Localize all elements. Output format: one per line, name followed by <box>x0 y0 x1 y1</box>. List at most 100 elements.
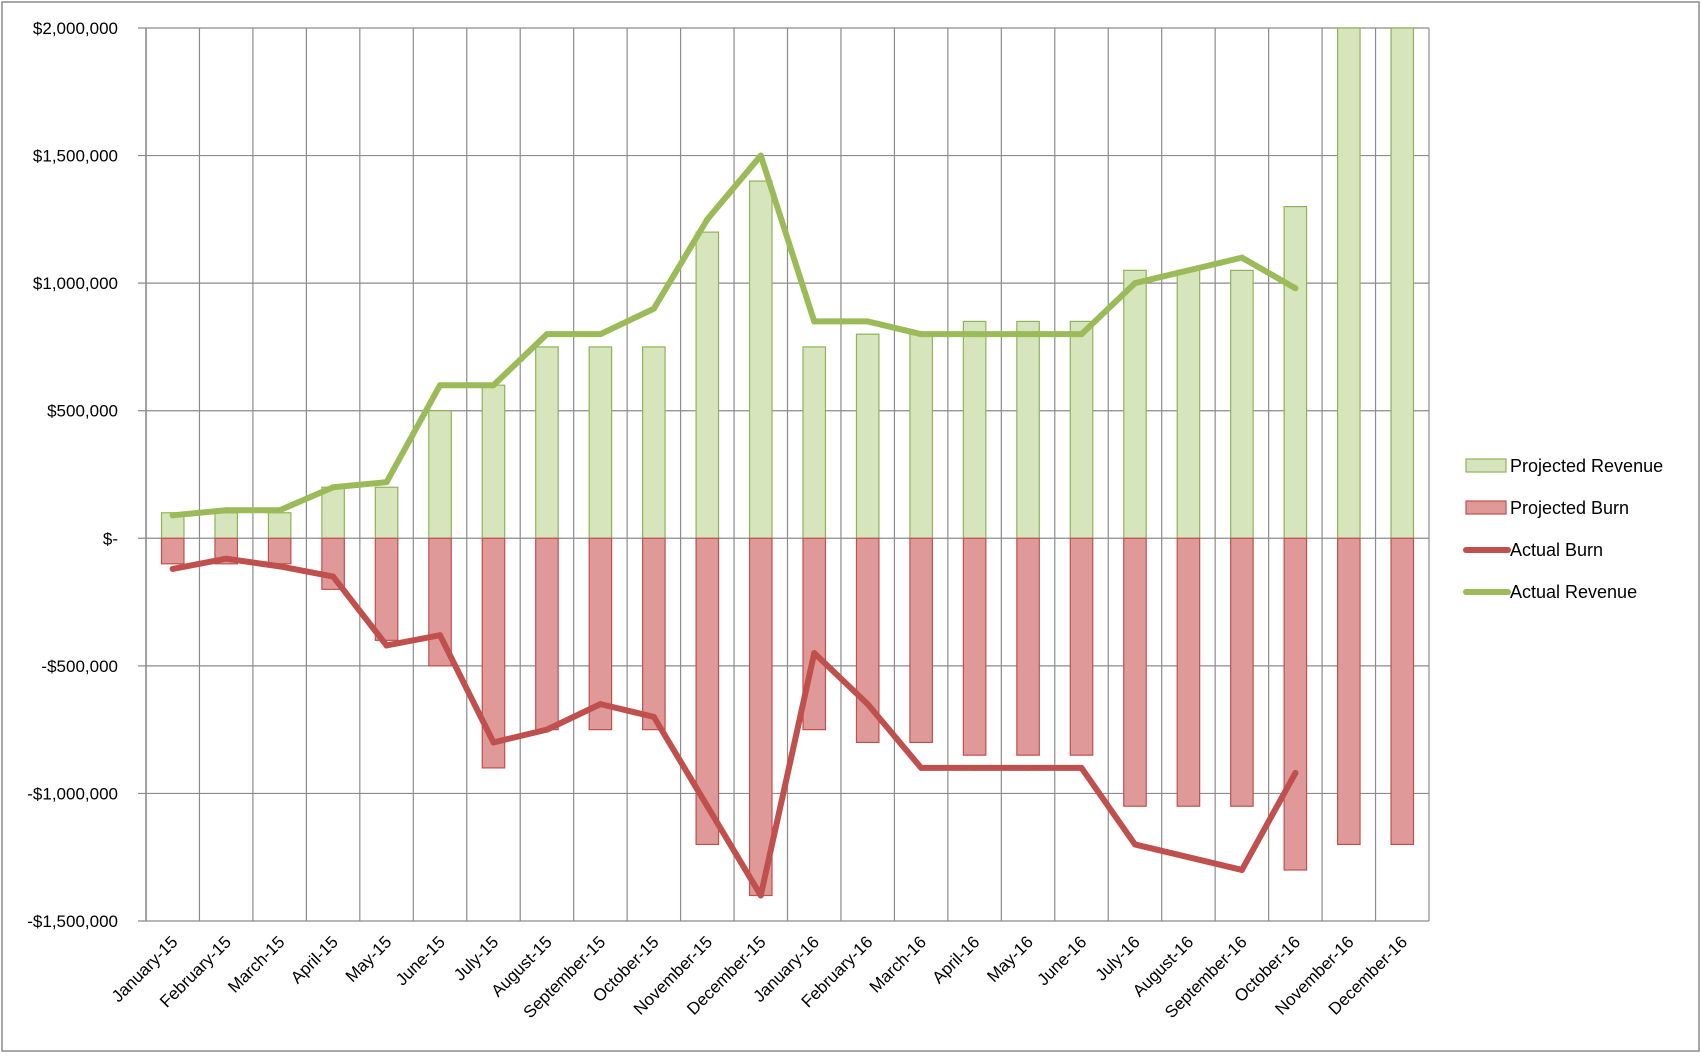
point-actual-burn-june-16 <box>1078 764 1085 771</box>
point-actual-revenue-july-16 <box>1131 280 1138 287</box>
bar-projected-burn-december-16 <box>1390 537 1415 846</box>
bar-projected-burn-august-15 <box>535 537 559 731</box>
point-actual-revenue-march-15 <box>276 507 283 514</box>
point-actual-revenue-may-15 <box>383 479 390 486</box>
line-actual-burn <box>169 555 1299 899</box>
bar-projected-revenue-april-15 <box>321 486 345 539</box>
point-actual-burn-october-16 <box>1292 770 1299 777</box>
bar-projected-burn-june-16 <box>1069 537 1094 756</box>
y-tick-label: $2,000,000 <box>33 19 118 38</box>
bar-projected-burn-july-15 <box>481 537 506 769</box>
bar-projected-revenue-october-15 <box>642 346 666 539</box>
point-actual-revenue-june-16 <box>1078 331 1085 338</box>
y-tick-label: -$1,500,000 <box>27 912 118 931</box>
bar-projected-revenue-february-15 <box>214 512 239 539</box>
legend-label-projected-revenue: Projected Revenue <box>1510 456 1663 476</box>
y-tick-label: -$500,000 <box>41 657 118 676</box>
line-actual-revenue <box>169 152 1299 519</box>
bar-projected-burn-april-15 <box>321 537 345 590</box>
bar-projected-revenue-december-16 <box>1390 27 1415 539</box>
bar-projected-revenue-november-16 <box>1336 27 1361 539</box>
point-actual-burn-may-15 <box>383 642 390 649</box>
point-actual-revenue-april-16 <box>971 331 978 338</box>
bar-projected-burn-september-15 <box>588 537 613 731</box>
bar-projected-burn-october-15 <box>642 537 666 731</box>
point-actual-revenue-january-16 <box>811 318 818 325</box>
point-actual-revenue-april-15 <box>330 484 337 491</box>
bar-projected-revenue-september-15 <box>588 346 613 539</box>
point-actual-revenue-september-15 <box>597 331 604 338</box>
bar-projected-burn-january-15 <box>160 537 185 565</box>
bar-projected-burn-august-16 <box>1176 537 1201 807</box>
bar-projected-revenue-february-16 <box>855 333 880 539</box>
bar-projected-burn-july-16 <box>1123 537 1147 807</box>
point-actual-revenue-october-15 <box>650 305 657 312</box>
bar-projected-revenue-july-15 <box>481 384 506 539</box>
bar-projected-burn-november-15 <box>695 537 720 846</box>
bar-projected-revenue-november-15 <box>695 231 720 539</box>
point-actual-revenue-august-16 <box>1185 267 1192 274</box>
bar-projected-burn-september-16 <box>1230 537 1254 807</box>
point-actual-revenue-november-15 <box>704 216 711 223</box>
point-actual-revenue-february-16 <box>864 318 871 325</box>
bar-projected-burn-march-15 <box>267 537 292 565</box>
bar-projected-burn-may-15 <box>374 537 399 641</box>
legend-label-actual-burn: Actual Burn <box>1510 540 1603 560</box>
bar-projected-burn-april-16 <box>962 537 987 756</box>
y-tick-label: -$1,000,000 <box>27 784 118 803</box>
bar-projected-revenue-may-15 <box>374 486 399 539</box>
y-tick-label: $1,000,000 <box>33 274 118 293</box>
point-actual-burn-april-16 <box>971 764 978 771</box>
legend-swatch-projected-burn <box>1465 500 1507 515</box>
lines <box>169 152 1299 899</box>
legend-label-actual-revenue: Actual Revenue <box>1510 582 1637 602</box>
legend-swatch-projected-revenue <box>1465 458 1507 473</box>
point-actual-burn-january-15 <box>169 565 176 572</box>
bar-projected-revenue-september-16 <box>1230 269 1254 539</box>
bar-projected-revenue-january-16 <box>802 346 827 539</box>
bar-projected-revenue-march-16 <box>909 333 933 539</box>
bar-projected-burn-december-15 <box>748 537 773 897</box>
point-actual-revenue-march-16 <box>918 331 925 338</box>
y-tick-label: $1,500,000 <box>33 147 118 166</box>
point-actual-burn-november-15 <box>704 803 711 810</box>
point-actual-burn-march-16 <box>918 764 925 771</box>
bar-projected-burn-february-16 <box>855 537 880 743</box>
point-actual-revenue-february-15 <box>223 507 230 514</box>
bar-projected-revenue-may-16 <box>1016 320 1040 539</box>
legend: Projected Revenue Projected Burn Actual Bu… <box>1463 456 1663 602</box>
legend-label-projected-burn: Projected Burn <box>1510 498 1629 518</box>
point-actual-burn-july-15 <box>490 739 497 746</box>
point-actual-burn-march-15 <box>276 563 283 570</box>
point-actual-burn-february-16 <box>864 701 871 708</box>
gridlines <box>138 27 1430 922</box>
bar-projected-revenue-march-15 <box>267 512 292 539</box>
point-actual-revenue-january-15 <box>169 512 176 519</box>
bar-projected-revenue-august-15 <box>535 346 559 539</box>
point-actual-revenue-august-15 <box>543 331 550 338</box>
point-actual-burn-august-15 <box>543 726 550 733</box>
point-actual-revenue-june-15 <box>437 382 444 389</box>
point-actual-revenue-may-16 <box>1025 331 1032 338</box>
bar-projected-revenue-april-16 <box>962 320 987 539</box>
point-actual-burn-december-15 <box>757 892 764 899</box>
point-actual-burn-may-16 <box>1025 764 1032 771</box>
point-actual-revenue-september-16 <box>1238 254 1245 261</box>
point-actual-burn-september-15 <box>597 701 604 708</box>
point-actual-burn-july-16 <box>1131 841 1138 848</box>
point-actual-burn-august-16 <box>1185 854 1192 861</box>
bar-projected-burn-november-16 <box>1336 537 1361 846</box>
point-actual-revenue-december-15 <box>757 152 764 159</box>
point-actual-revenue-july-15 <box>490 382 497 389</box>
bar-projected-revenue-june-15 <box>428 410 452 539</box>
bar-projected-revenue-august-16 <box>1176 269 1201 539</box>
point-actual-burn-june-15 <box>437 632 444 639</box>
point-actual-burn-september-16 <box>1238 866 1245 873</box>
bar-projected-revenue-june-16 <box>1069 320 1094 539</box>
bar-projected-burn-october-16 <box>1283 537 1308 871</box>
point-actual-burn-october-15 <box>650 713 657 720</box>
bar-projected-revenue-july-16 <box>1123 269 1147 539</box>
